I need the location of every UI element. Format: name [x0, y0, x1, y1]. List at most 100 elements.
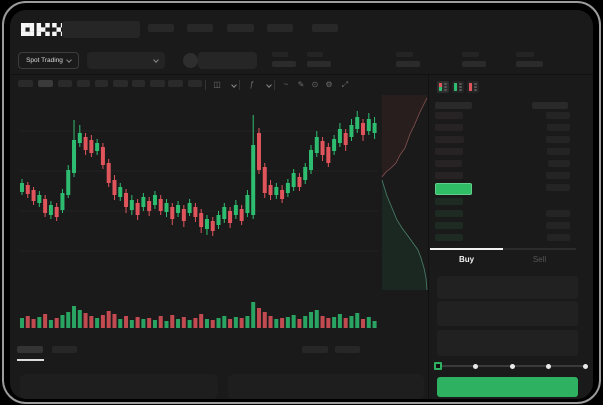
slider-stop-75pct[interactable]: [546, 364, 551, 369]
fullscreen-icon[interactable]: ⤢: [341, 80, 349, 89]
volume-bar: [262, 312, 267, 328]
ask-amount-cell[interactable]: [546, 136, 570, 143]
bid-price-cell[interactable]: [435, 198, 463, 205]
orderbook-view-combined-book-icon[interactable]: [437, 81, 449, 93]
bottom-tab[interactable]: [52, 346, 77, 353]
nav-item-placeholder[interactable]: [267, 24, 293, 32]
candle-body: [181, 209, 186, 221]
bid-price-cell[interactable]: [435, 210, 463, 217]
order-form-field[interactable]: [437, 330, 578, 356]
draw-tool-icon[interactable]: ✎: [297, 80, 305, 89]
volume-bar: [124, 316, 129, 328]
toolbar-divider: [239, 80, 240, 90]
nav-item-placeholder[interactable]: [187, 24, 213, 32]
interval-button[interactable]: [18, 80, 33, 87]
depth-asks-line: [381, 97, 428, 178]
candle-body: [251, 145, 256, 215]
ask-amount-cell[interactable]: [546, 172, 570, 179]
bid-amount-cell[interactable]: [546, 222, 570, 229]
volume-bar: [251, 302, 256, 328]
screenshot-icon[interactable]: ⊙: [311, 80, 319, 89]
pair-selector[interactable]: [87, 52, 165, 69]
ask-price-cell[interactable]: [435, 136, 464, 143]
candle-body: [274, 187, 279, 195]
volume-bar: [199, 314, 204, 328]
candle-body: [60, 193, 65, 210]
ask-price-cell[interactable]: [435, 172, 463, 179]
interval-button[interactable]: [38, 80, 53, 87]
market-type-selector[interactable]: Spot Trading: [18, 52, 79, 69]
subheader-button[interactable]: [198, 52, 257, 69]
candle-body: [343, 133, 348, 145]
orderbook-view-bids-only-icon[interactable]: [452, 81, 464, 93]
order-form-field[interactable]: [437, 301, 578, 326]
interval-button[interactable]: [150, 80, 165, 87]
orderbook-header-block: [435, 102, 472, 109]
bottom-info-panel: [20, 374, 218, 399]
nav-item-placeholder[interactable]: [227, 24, 254, 32]
interval-button[interactable]: [95, 80, 108, 87]
candlestick-chart[interactable]: [10, 10, 593, 399]
bid-amount-cell[interactable]: [547, 234, 570, 241]
volume-bar: [100, 315, 105, 328]
ask-price-cell[interactable]: [435, 148, 463, 155]
slider-handle-0pct[interactable]: [434, 362, 442, 370]
order-form-field[interactable]: [437, 276, 578, 299]
ask-amount-cell[interactable]: [547, 124, 570, 131]
search-input[interactable]: [62, 21, 140, 38]
volume-bar: [25, 316, 30, 328]
ask-amount-cell[interactable]: [546, 112, 570, 119]
tab-sell[interactable]: Sell: [503, 248, 576, 268]
ticker-stat-value: [307, 61, 331, 67]
interval-button[interactable]: [188, 80, 202, 87]
interval-button[interactable]: [58, 80, 72, 87]
sell-tab-label: Sell: [532, 254, 547, 264]
buy-tab-label: Buy: [458, 254, 475, 264]
volume-bar: [228, 319, 233, 328]
candle-body: [326, 147, 331, 163]
ask-amount-cell[interactable]: [546, 184, 570, 191]
ask-price-cell[interactable]: [435, 112, 463, 119]
slider-stop-25pct[interactable]: [473, 364, 478, 369]
orderbook-view-asks-only-icon[interactable]: [467, 81, 479, 93]
candle-body: [285, 183, 290, 193]
slider-stop-50pct[interactable]: [510, 364, 515, 369]
interval-button[interactable]: [168, 80, 183, 87]
tab-buy[interactable]: Buy: [430, 248, 503, 268]
ask-price-cell[interactable]: [435, 160, 462, 167]
bid-price-cell[interactable]: [435, 222, 463, 229]
line-tool-icon[interactable]: ~: [283, 80, 289, 89]
chart-settings-icon[interactable]: ⚙: [325, 80, 333, 89]
indicators-icon[interactable]: ƒ: [249, 80, 255, 89]
nav-item-placeholder[interactable]: [312, 24, 338, 32]
volume-bar: [31, 319, 36, 328]
ask-price-cell[interactable]: [435, 124, 463, 131]
bottom-toolbar-block[interactable]: [335, 346, 360, 353]
candle-style-icon[interactable]: ◫: [213, 80, 221, 89]
depth-asks-area: [382, 95, 427, 177]
ask-amount-cell[interactable]: [547, 148, 570, 155]
buy-submit-button[interactable]: [437, 377, 578, 397]
interval-button[interactable]: [77, 80, 90, 87]
interval-button[interactable]: [113, 80, 128, 87]
toolbar-divider: [274, 80, 275, 90]
volume-bar: [355, 313, 360, 328]
volume-bar: [245, 316, 250, 328]
volume-bar: [285, 317, 290, 328]
candle-body: [31, 190, 36, 201]
last-price-highlight[interactable]: [435, 183, 472, 195]
slider-stop-100pct[interactable]: [583, 364, 588, 369]
volume-bar: [268, 316, 273, 328]
candle-body: [309, 150, 313, 170]
bottom-toolbar-block[interactable]: [302, 346, 328, 353]
bid-price-cell[interactable]: [435, 234, 463, 241]
nav-item-placeholder[interactable]: [148, 24, 174, 32]
bid-amount-cell[interactable]: [546, 210, 570, 217]
ticker-stat-value: [462, 61, 486, 67]
ask-amount-cell[interactable]: [548, 160, 570, 167]
candle-body: [210, 221, 215, 231]
candle-body: [262, 167, 267, 193]
bottom-tab[interactable]: [17, 346, 43, 353]
candle-body: [222, 207, 227, 219]
interval-button[interactable]: [132, 80, 145, 87]
